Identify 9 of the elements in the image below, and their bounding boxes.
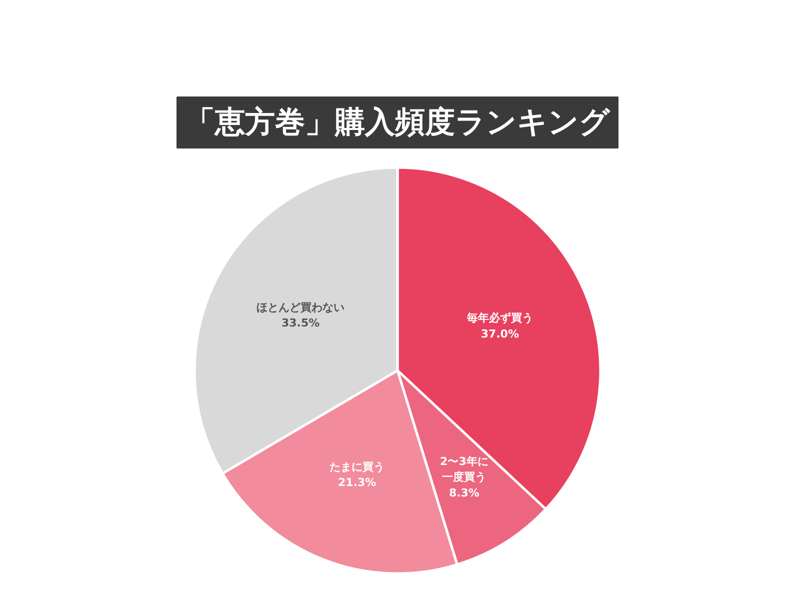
chart-title: 「恵方巻」購入頻度ランキング [185,105,611,140]
slice-label: ほとんど買わない [256,300,345,314]
data-label: 21.3% [338,476,376,489]
data-label: 37.0% [480,327,520,340]
data-label: 8.3% [448,486,480,500]
slice-label: 2〜3年に一度買う [440,455,488,484]
data-label: 33.5% [281,316,320,330]
slice-label: 毎年必ず買う [466,312,533,325]
slice-label: たまに買う [330,460,385,474]
